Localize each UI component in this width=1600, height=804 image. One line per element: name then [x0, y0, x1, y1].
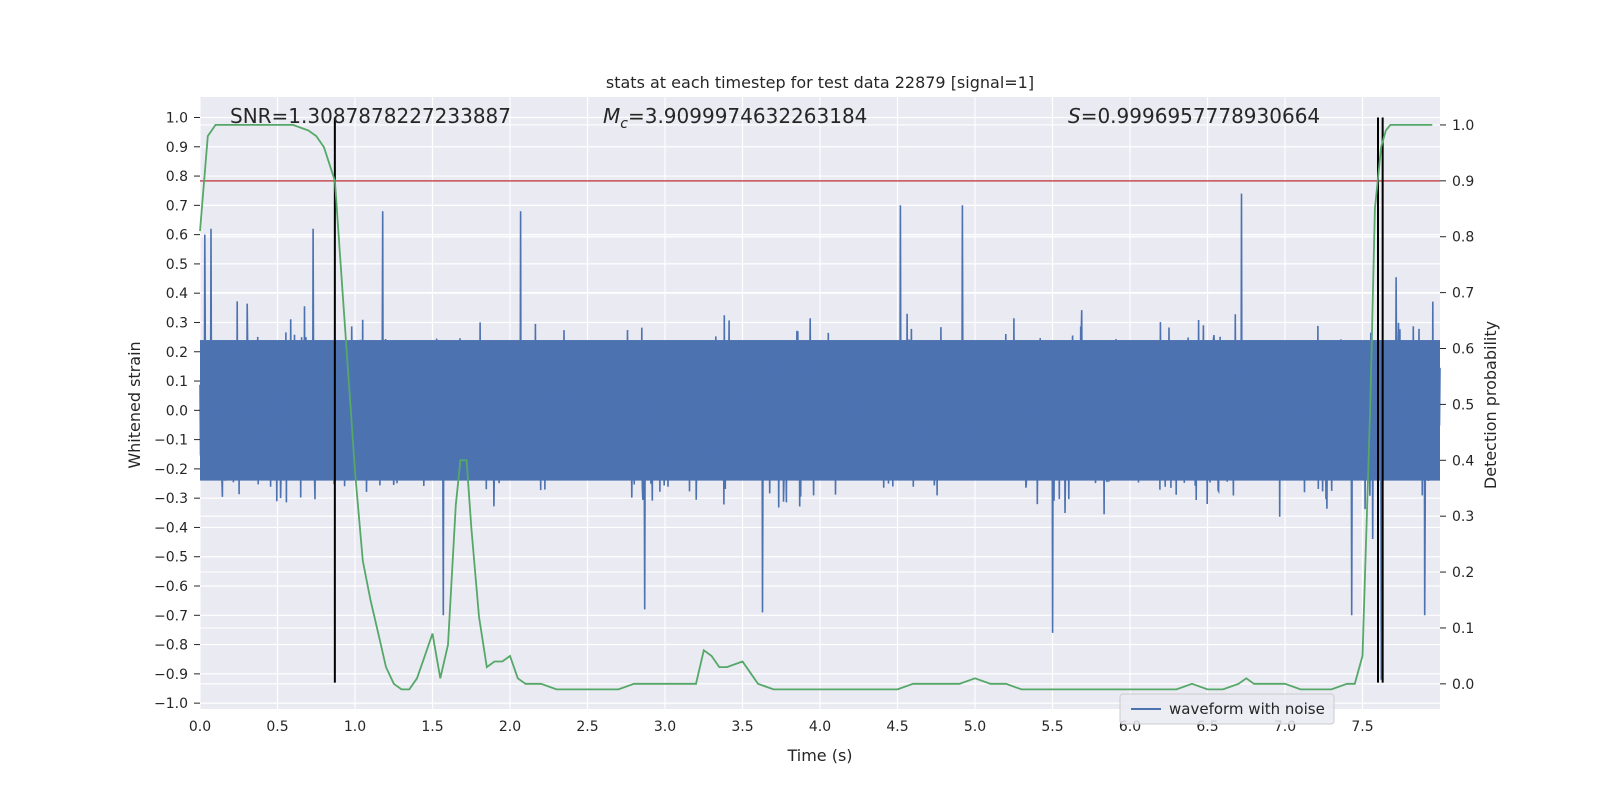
x-tick-label: 2.5 [576, 719, 598, 735]
x-tick-label: 1.0 [344, 719, 366, 735]
y2-tick-label: 0.2 [1452, 565, 1474, 581]
y2-tick-label: 0.3 [1452, 509, 1474, 525]
y-tick-label: 0.9 [166, 140, 188, 156]
waveform-line [199, 193, 1441, 680]
x-tick-label: 3.5 [731, 719, 753, 735]
y2-tick-label: 0.0 [1452, 677, 1474, 693]
x-tick-label: 7.5 [1351, 719, 1373, 735]
y-tick-label: −0.6 [154, 579, 188, 595]
x-tick-label: 2.0 [499, 719, 521, 735]
waveform-series [199, 193, 1441, 680]
y-tick-label: −0.9 [154, 667, 188, 683]
y-tick-label: 0.5 [166, 257, 188, 273]
y-axis-label-left: Whitened strain [125, 341, 144, 468]
y-tick-label: 0.7 [166, 198, 188, 214]
s-value: =0.9996957778930664 [1081, 104, 1320, 128]
y-tick-label: −0.5 [154, 550, 188, 566]
reference-lines [200, 117, 1440, 683]
y2-tick-label: 0.5 [1452, 397, 1474, 413]
x-tick-label: 5.0 [964, 719, 986, 735]
legend: waveform with noise [1119, 693, 1335, 725]
chirp-mass-annotation: Mc=3.9099974632263184 [603, 104, 867, 132]
y-tick-label: 0.4 [166, 286, 188, 302]
s-symbol: S [1068, 104, 1081, 128]
x-tick-label: 1.5 [421, 719, 443, 735]
y2-tick-label: 0.1 [1452, 621, 1474, 637]
y-tick-label: 0.1 [166, 374, 188, 390]
chirp-mass-value: =3.9099974632263184 [628, 104, 867, 128]
x-tick-label: 4.5 [886, 719, 908, 735]
legend-label-waveform: waveform with noise [1169, 700, 1325, 718]
x-tick-label: 4.0 [809, 719, 831, 735]
y-tick-label: 1.0 [166, 110, 188, 126]
x-tick-label: 5.5 [1041, 719, 1063, 735]
y-tick-label: 0.6 [166, 228, 188, 244]
x-tick-label: 3.0 [654, 719, 676, 735]
y-tick-label: −0.3 [154, 491, 188, 507]
x-tick-label: 0.5 [266, 719, 288, 735]
y-tick-label: 0.8 [166, 169, 188, 185]
s-annotation: S=0.9996957778930664 [1068, 104, 1320, 128]
x-axis-label: Time (s) [786, 746, 852, 765]
y2-tick-label: 1.0 [1452, 118, 1474, 134]
chart-title: stats at each timestep for test data 228… [606, 73, 1034, 92]
y-tick-label: 0.2 [166, 345, 188, 361]
y2-tick-label: 0.8 [1452, 230, 1474, 246]
y2-tick-label: 0.4 [1452, 453, 1474, 469]
chirp-mass-symbol: M [603, 104, 620, 128]
y2-tick-label: 0.7 [1452, 286, 1474, 302]
y-tick-label: −0.4 [154, 520, 188, 536]
y-tick-label: −0.8 [154, 638, 188, 654]
chirp-mass-subscript: c [620, 116, 628, 132]
y-tick-label: 0.0 [166, 403, 188, 419]
y-tick-label: −0.1 [154, 433, 188, 449]
y-axis-label-right: Detection probability [1481, 321, 1500, 489]
snr-annotation: SNR=1.3087878227233887 [230, 104, 511, 128]
y-tick-label: −0.7 [154, 608, 188, 624]
axis-ticks: 0.0 0.5 1.0 1.5 2.0 2.5 3.0 3.5 4.0 4.5 5.0 5.5 6.0 6… [154, 110, 1474, 735]
y2-tick-label: 0.6 [1452, 342, 1474, 358]
y-tick-label: 0.3 [166, 315, 188, 331]
x-tick-label: 0.0 [189, 719, 211, 735]
y-tick-label: −0.2 [154, 462, 188, 478]
y2-tick-label: 0.9 [1452, 174, 1474, 190]
legend-box [1119, 693, 1335, 725]
y-tick-label: −1.0 [154, 696, 188, 712]
probability-line [199, 124, 1433, 691]
probability-series [199, 124, 1433, 691]
